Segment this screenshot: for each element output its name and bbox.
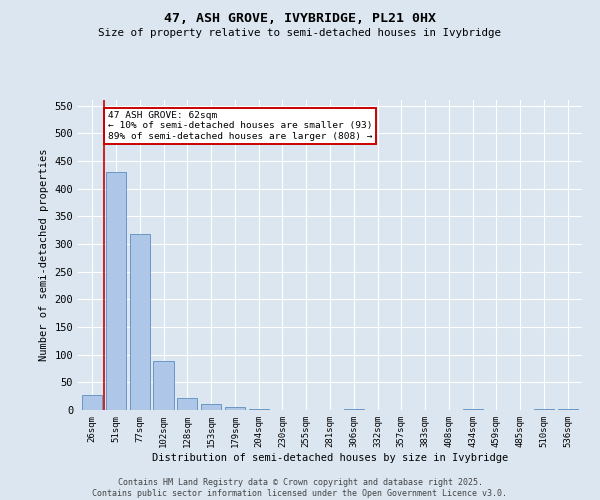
Bar <box>225 407 245 410</box>
Bar <box>248 409 269 410</box>
Bar <box>82 394 103 410</box>
Text: 47 ASH GROVE: 62sqm
← 10% of semi-detached houses are smaller (93)
89% of semi-d: 47 ASH GROVE: 62sqm ← 10% of semi-detach… <box>108 111 372 141</box>
Text: 47, ASH GROVE, IVYBRIDGE, PL21 0HX: 47, ASH GROVE, IVYBRIDGE, PL21 0HX <box>164 12 436 26</box>
Bar <box>177 398 197 410</box>
Bar <box>463 409 483 410</box>
Bar <box>130 234 150 410</box>
Y-axis label: Number of semi-detached properties: Number of semi-detached properties <box>39 149 49 361</box>
Text: Size of property relative to semi-detached houses in Ivybridge: Size of property relative to semi-detach… <box>98 28 502 38</box>
Text: Contains HM Land Registry data © Crown copyright and database right 2025.
Contai: Contains HM Land Registry data © Crown c… <box>92 478 508 498</box>
Bar <box>344 409 364 410</box>
X-axis label: Distribution of semi-detached houses by size in Ivybridge: Distribution of semi-detached houses by … <box>152 452 508 462</box>
Bar <box>534 409 554 410</box>
Bar <box>106 172 126 410</box>
Bar <box>201 404 221 410</box>
Bar <box>557 409 578 410</box>
Bar <box>154 362 173 410</box>
